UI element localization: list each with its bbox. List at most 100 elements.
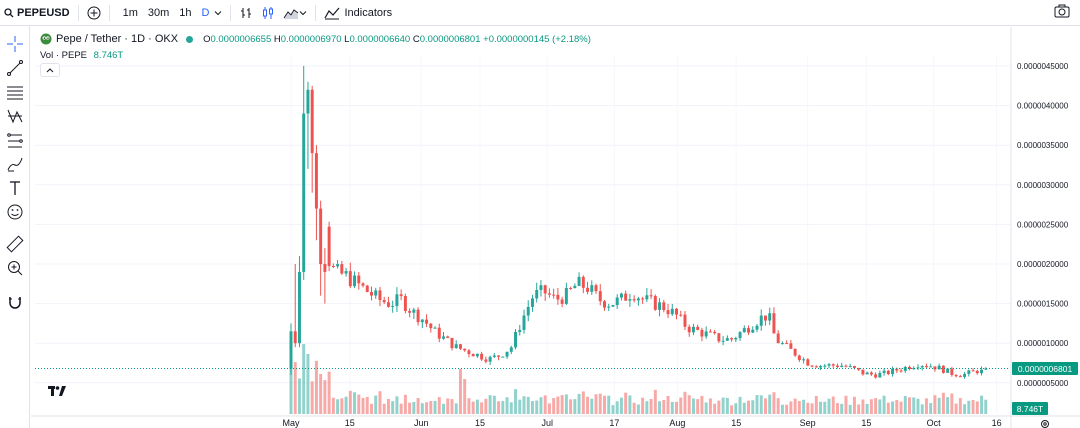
- candle-body: [471, 354, 475, 357]
- y-tick-label: 0.0000045000: [1017, 62, 1069, 71]
- interval-1m[interactable]: 1m: [122, 6, 138, 19]
- candle-body: [929, 366, 933, 368]
- volume-bar: [577, 393, 581, 414]
- interval-1d[interactable]: D: [201, 6, 210, 19]
- candle-body: [310, 89, 314, 154]
- candle-body: [844, 365, 848, 367]
- candle-body: [967, 370, 971, 374]
- candle-body: [594, 285, 598, 292]
- candle-body: [836, 365, 839, 368]
- candle-body: [336, 264, 340, 267]
- collapse-legend-button[interactable]: [40, 63, 60, 77]
- volume-bar: [382, 403, 386, 414]
- tradingview-logo-icon: [48, 386, 66, 396]
- volume-bar: [950, 393, 954, 414]
- volume-bar: [488, 395, 492, 414]
- volume-bar: [755, 395, 759, 414]
- volume-bar: [454, 403, 458, 414]
- forecast-tool[interactable]: [5, 130, 25, 150]
- candle-body: [302, 113, 306, 272]
- candle-body: [984, 368, 988, 370]
- candle-body: [878, 372, 882, 378]
- magnet-tool[interactable]: [5, 292, 25, 312]
- candle-body: [344, 271, 348, 274]
- candle-body: [382, 300, 386, 303]
- volume-bar: [450, 399, 454, 414]
- y-tick-label: 0.0000005000: [1017, 379, 1069, 388]
- volume-bar: [475, 399, 479, 414]
- crosshair-tool[interactable]: [5, 34, 25, 54]
- area-style-button[interactable]: [279, 0, 311, 26]
- volume-bar: [497, 401, 501, 414]
- bars-style-button[interactable]: [235, 0, 257, 26]
- volume-bar: [374, 395, 378, 414]
- price-chart[interactable]: 0.0000045000 0.0000040000 0.0000035000 0.00…: [31, 27, 1080, 428]
- ruler-lines-icon: [7, 133, 23, 148]
- chart-settings-button[interactable]: [1040, 416, 1050, 428]
- volume-bar: [569, 399, 573, 414]
- volume-bar: [874, 398, 878, 414]
- volume-bar: [785, 404, 789, 414]
- measure-tool[interactable]: [5, 234, 25, 254]
- volume-bar: [933, 395, 937, 414]
- candle-body: [742, 328, 746, 333]
- brush-tool[interactable]: [5, 154, 25, 174]
- indicators-label: Indicators: [344, 6, 393, 19]
- volume-bar: [963, 404, 967, 414]
- tradingview-logo[interactable]: [48, 384, 66, 402]
- candle-body: [314, 153, 318, 209]
- volume-bar: [891, 401, 895, 414]
- candle-body: [590, 285, 594, 292]
- y-tick-label: 0.0000030000: [1017, 181, 1069, 190]
- volume-bar: [763, 398, 767, 414]
- volume-bar: [857, 404, 861, 414]
- pattern-tool[interactable]: [5, 106, 25, 126]
- candle-body: [958, 376, 962, 378]
- candle-body: [391, 305, 395, 307]
- candle-body: [852, 366, 856, 368]
- volume-bar: [471, 401, 475, 414]
- interval-1h[interactable]: 1h: [179, 6, 192, 19]
- volume-bar: [293, 362, 297, 414]
- volume-bar: [696, 399, 700, 414]
- drawing-toolbar: [0, 26, 30, 428]
- snapshot-button[interactable]: [1054, 4, 1070, 21]
- candle-body: [353, 275, 357, 287]
- volume-bar: [895, 399, 899, 414]
- compare-symbol-button[interactable]: [83, 0, 105, 26]
- pattern-icon: [7, 109, 23, 124]
- volume-bar: [954, 403, 958, 414]
- interval-30m[interactable]: 30m: [147, 6, 170, 19]
- volume-bar: [975, 401, 979, 414]
- fib-tool[interactable]: [5, 82, 25, 102]
- volume-bar: [522, 396, 526, 414]
- volume-bar: [314, 360, 318, 414]
- emoji-tool[interactable]: [5, 202, 25, 222]
- volume-bar: [344, 396, 348, 414]
- symbol-search-button[interactable]: PEPEUSD: [0, 0, 74, 26]
- volume-bar: [653, 389, 657, 414]
- indicators-button[interactable]: Indicators: [320, 0, 396, 26]
- text-tool[interactable]: [5, 178, 25, 198]
- x-tick-label: 15: [475, 418, 485, 428]
- candle-body: [429, 323, 433, 329]
- volume-bar: [615, 401, 619, 414]
- candle-body: [636, 298, 640, 301]
- candle-body: [437, 327, 441, 339]
- zoom-tool[interactable]: [5, 258, 25, 278]
- candle-body: [603, 301, 606, 308]
- volume-bar: [721, 397, 725, 414]
- candle-body: [869, 372, 873, 375]
- low-key: L: [344, 33, 350, 45]
- candles-style-button[interactable]: [257, 0, 279, 26]
- x-tick-label: May: [282, 418, 300, 428]
- candle-body: [882, 370, 886, 373]
- candle-body: [823, 365, 827, 367]
- volume-bar: [463, 379, 467, 414]
- candle-body: [425, 319, 429, 324]
- volume-bar: [492, 395, 496, 414]
- search-icon: [4, 7, 14, 17]
- chevron-down-icon[interactable]: [214, 9, 222, 17]
- candle-body: [628, 299, 632, 301]
- trend-line-tool[interactable]: [5, 58, 25, 78]
